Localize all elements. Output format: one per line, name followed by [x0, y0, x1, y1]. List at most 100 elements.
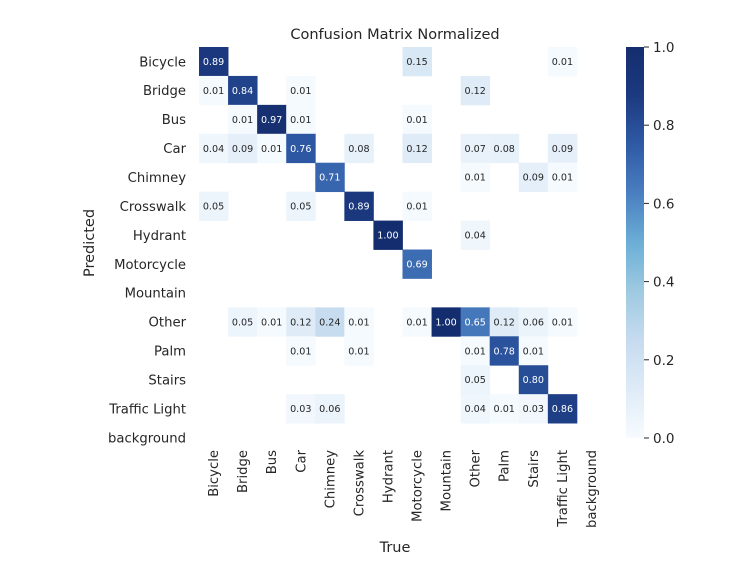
cell-value-label: 0.01	[406, 317, 427, 328]
heatmap-cell	[518, 365, 549, 395]
y-tick-label: Mountain	[125, 287, 186, 302]
colorbar-tick-label: 0.0	[653, 431, 674, 447]
heatmap-cell	[286, 75, 316, 106]
y-tick-label: Bicycle	[139, 55, 186, 70]
x-tick-label: Bus	[265, 450, 280, 474]
y-tick-label: Other	[149, 316, 187, 331]
x-tick-label: Chimney	[323, 450, 338, 509]
heatmap-cell	[489, 307, 520, 337]
cell-value-label: 0.01	[523, 346, 544, 357]
heatmap-cells: 0.89 0.15 0.01 0.01 0.84 0.01 0.12 0.01 0.97 0.01…	[199, 47, 578, 424]
x-tick-label: Bicycle	[207, 450, 222, 497]
colorbar-gradient	[626, 47, 644, 438]
heatmap-cell	[257, 307, 287, 337]
heatmap-cell	[402, 307, 432, 337]
cell-value-label: 0.09	[523, 173, 544, 184]
heatmap-cell	[402, 104, 432, 135]
chart-title: Confusion Matrix Normalized	[290, 27, 499, 43]
heatmap-cell	[286, 104, 316, 135]
heatmap-cell	[460, 336, 491, 366]
cell-value-label: 0.12	[464, 86, 485, 97]
heatmap-cell	[199, 47, 229, 77]
cell-value-label: 0.04	[464, 231, 485, 242]
cell-value-label: 0.01	[348, 346, 369, 357]
cell-value-label: 0.01	[552, 57, 573, 68]
heatmap-cell	[547, 47, 578, 77]
cell-value-label: 1.00	[435, 317, 456, 328]
cell-value-label: 0.76	[290, 144, 311, 155]
y-tick-label: Crosswalk	[120, 200, 187, 215]
y-tick-label: Bus	[162, 113, 186, 128]
x-axis-label: True	[379, 540, 411, 556]
colorbar-tick-label: 1.0	[653, 40, 674, 56]
cell-value-label: 0.09	[552, 144, 573, 155]
heatmap-cell	[373, 220, 403, 250]
heatmap-cell	[402, 47, 432, 77]
heatmap-cell	[344, 336, 374, 366]
heatmap-cell	[460, 365, 491, 395]
cell-value-label: 0.01	[203, 86, 224, 97]
cell-value-label: 0.15	[406, 57, 427, 68]
heatmap-cell	[460, 75, 491, 106]
heatmap-cell	[286, 307, 316, 337]
heatmap-cell	[489, 133, 520, 164]
cell-value-label: 0.07	[464, 144, 485, 155]
y-tick-label: Hydrant	[133, 229, 186, 244]
heatmap-cell	[228, 75, 258, 106]
x-tick-label: Hydrant	[381, 450, 396, 503]
heatmap-cell	[257, 133, 287, 164]
heatmap-cell	[460, 133, 491, 164]
heatmap-cell	[315, 307, 345, 337]
x-tick-label: Mountain	[440, 450, 455, 511]
y-tick-label: Palm	[154, 345, 186, 360]
heatmap-cell	[286, 394, 316, 424]
heatmap-cell	[402, 191, 432, 221]
y-tick-label: Stairs	[148, 374, 186, 389]
cell-value-label: 0.06	[319, 404, 340, 415]
cell-value-label: 0.01	[406, 202, 427, 213]
colorbar-tick-label: 0.6	[653, 196, 674, 212]
x-tick-label: Motorcycle	[411, 450, 426, 522]
cell-value-label: 0.01	[290, 86, 311, 97]
cell-value-label: 0.86	[552, 404, 573, 415]
cell-value-label: 0.97	[261, 115, 282, 126]
heatmap-cell	[199, 75, 229, 106]
x-tick-label: Other	[469, 449, 484, 487]
x-tick-label: Car	[294, 449, 309, 472]
cell-value-label: 0.01	[464, 346, 485, 357]
cell-value-label: 0.08	[494, 144, 515, 155]
heatmap-cell	[402, 249, 432, 279]
colorbar-ticks: 0.0 0.2 0.4 0.6 0.8 1.0	[644, 40, 674, 447]
y-tick-label: Bridge	[143, 84, 186, 99]
y-tick-label: Motorcycle	[114, 258, 186, 273]
x-tick-label: Stairs	[527, 450, 542, 488]
x-tick-label: Palm	[498, 450, 513, 482]
cell-value-label: 0.01	[290, 346, 311, 357]
colorbar-tick-label: 0.2	[653, 353, 674, 369]
cell-value-label: 0.05	[232, 317, 253, 328]
heatmap-cell	[286, 336, 316, 366]
heatmap-cell	[228, 104, 258, 135]
cell-value-label: 0.01	[406, 115, 427, 126]
heatmap-cell	[489, 394, 520, 424]
cell-value-label: 0.01	[552, 173, 573, 184]
cell-value-label: 0.05	[464, 375, 485, 386]
cell-value-label: 0.12	[406, 144, 427, 155]
cell-value-label: 0.89	[348, 202, 369, 213]
y-tick-label: Chimney	[128, 171, 187, 186]
cell-value-label: 1.00	[377, 231, 398, 242]
y-tick-label: Car	[163, 142, 186, 157]
cell-value-label: 0.08	[348, 144, 369, 155]
cell-value-label: 0.09	[232, 144, 253, 155]
cell-value-label: 0.80	[523, 375, 544, 386]
heatmap-cell	[344, 133, 374, 164]
heatmap-cell	[228, 307, 258, 337]
cell-value-label: 0.01	[261, 144, 282, 155]
y-axis-label: Predicted	[82, 209, 98, 277]
cell-value-label: 0.05	[203, 202, 224, 213]
heatmap-cell	[547, 394, 578, 424]
cell-value-label: 0.78	[494, 346, 515, 357]
x-tick-label: background	[585, 450, 600, 528]
heatmap-cell	[228, 133, 258, 164]
